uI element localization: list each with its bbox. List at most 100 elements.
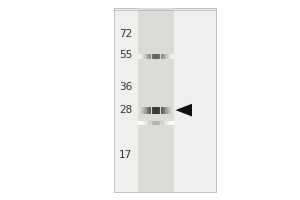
Bar <box>148 54 149 59</box>
Bar <box>146 107 147 114</box>
Bar <box>141 121 142 125</box>
Bar <box>139 107 140 114</box>
Bar <box>163 54 164 59</box>
Bar <box>143 121 144 125</box>
Bar <box>144 107 145 114</box>
Bar <box>171 121 172 125</box>
Bar <box>164 54 165 59</box>
Bar <box>172 121 173 125</box>
Bar <box>170 107 171 114</box>
Bar <box>169 54 170 59</box>
Bar <box>163 121 164 125</box>
Bar <box>160 121 161 125</box>
Text: 28: 28 <box>119 105 132 115</box>
Bar <box>141 54 142 59</box>
Bar <box>162 107 163 114</box>
Text: 55: 55 <box>119 50 132 60</box>
Bar <box>172 54 173 59</box>
Bar <box>148 121 149 125</box>
Bar <box>166 54 167 59</box>
Bar <box>150 121 151 125</box>
Bar <box>145 54 146 59</box>
Bar <box>145 107 146 114</box>
Bar <box>155 121 156 125</box>
Bar <box>161 107 162 114</box>
Bar <box>163 107 164 114</box>
Bar <box>154 121 155 125</box>
Bar <box>160 107 161 114</box>
Bar <box>158 107 159 114</box>
Bar <box>156 54 157 59</box>
Bar <box>159 54 160 59</box>
Bar <box>114 8 216 192</box>
Bar <box>153 121 154 125</box>
Bar <box>147 107 148 114</box>
Bar <box>141 107 142 114</box>
Bar <box>158 54 159 59</box>
Bar <box>147 121 148 125</box>
Bar <box>142 121 143 125</box>
Bar <box>142 107 143 114</box>
Bar <box>170 121 171 125</box>
Bar <box>149 121 150 125</box>
Bar <box>152 107 153 114</box>
Bar <box>167 121 168 125</box>
Bar <box>156 121 157 125</box>
Bar <box>168 54 169 59</box>
Bar <box>146 54 147 59</box>
Bar <box>155 107 156 114</box>
Bar <box>160 121 161 125</box>
Bar <box>142 54 143 59</box>
Bar <box>169 121 170 125</box>
Bar <box>171 54 172 59</box>
Bar <box>145 121 146 125</box>
Bar <box>151 107 152 114</box>
Bar <box>167 54 168 59</box>
Bar <box>171 107 172 114</box>
Bar <box>146 121 147 125</box>
Bar <box>160 107 161 114</box>
Bar <box>169 54 170 59</box>
Bar <box>166 107 167 114</box>
Bar <box>162 54 163 59</box>
Bar <box>150 54 151 59</box>
Bar <box>169 121 170 125</box>
Bar <box>150 107 151 114</box>
Bar <box>154 54 155 59</box>
Bar <box>172 107 173 114</box>
Bar <box>152 121 153 125</box>
Text: 17: 17 <box>119 150 132 160</box>
Bar <box>140 54 141 59</box>
Bar <box>140 107 141 114</box>
Bar <box>143 107 144 114</box>
Bar <box>143 54 144 59</box>
Bar <box>138 8 174 192</box>
Bar <box>156 107 157 114</box>
Bar <box>155 54 156 59</box>
Bar <box>144 54 145 59</box>
Bar <box>166 121 167 125</box>
Bar <box>167 107 168 114</box>
Bar <box>154 107 155 114</box>
Bar <box>149 107 150 114</box>
Bar <box>139 54 140 59</box>
Bar <box>149 54 150 59</box>
Bar <box>164 121 165 125</box>
Bar <box>160 54 161 59</box>
Bar <box>161 54 162 59</box>
Bar <box>148 107 149 114</box>
Bar <box>159 121 160 125</box>
Bar <box>158 121 159 125</box>
Text: 72: 72 <box>119 29 132 39</box>
Bar <box>162 121 163 125</box>
Bar <box>170 54 171 59</box>
Bar <box>161 121 162 125</box>
Bar <box>151 54 152 59</box>
Bar <box>159 107 160 114</box>
Bar <box>160 54 161 59</box>
Bar <box>153 107 154 114</box>
Bar <box>168 121 169 125</box>
Bar <box>169 107 170 114</box>
Bar <box>168 107 169 114</box>
Bar <box>152 54 153 59</box>
